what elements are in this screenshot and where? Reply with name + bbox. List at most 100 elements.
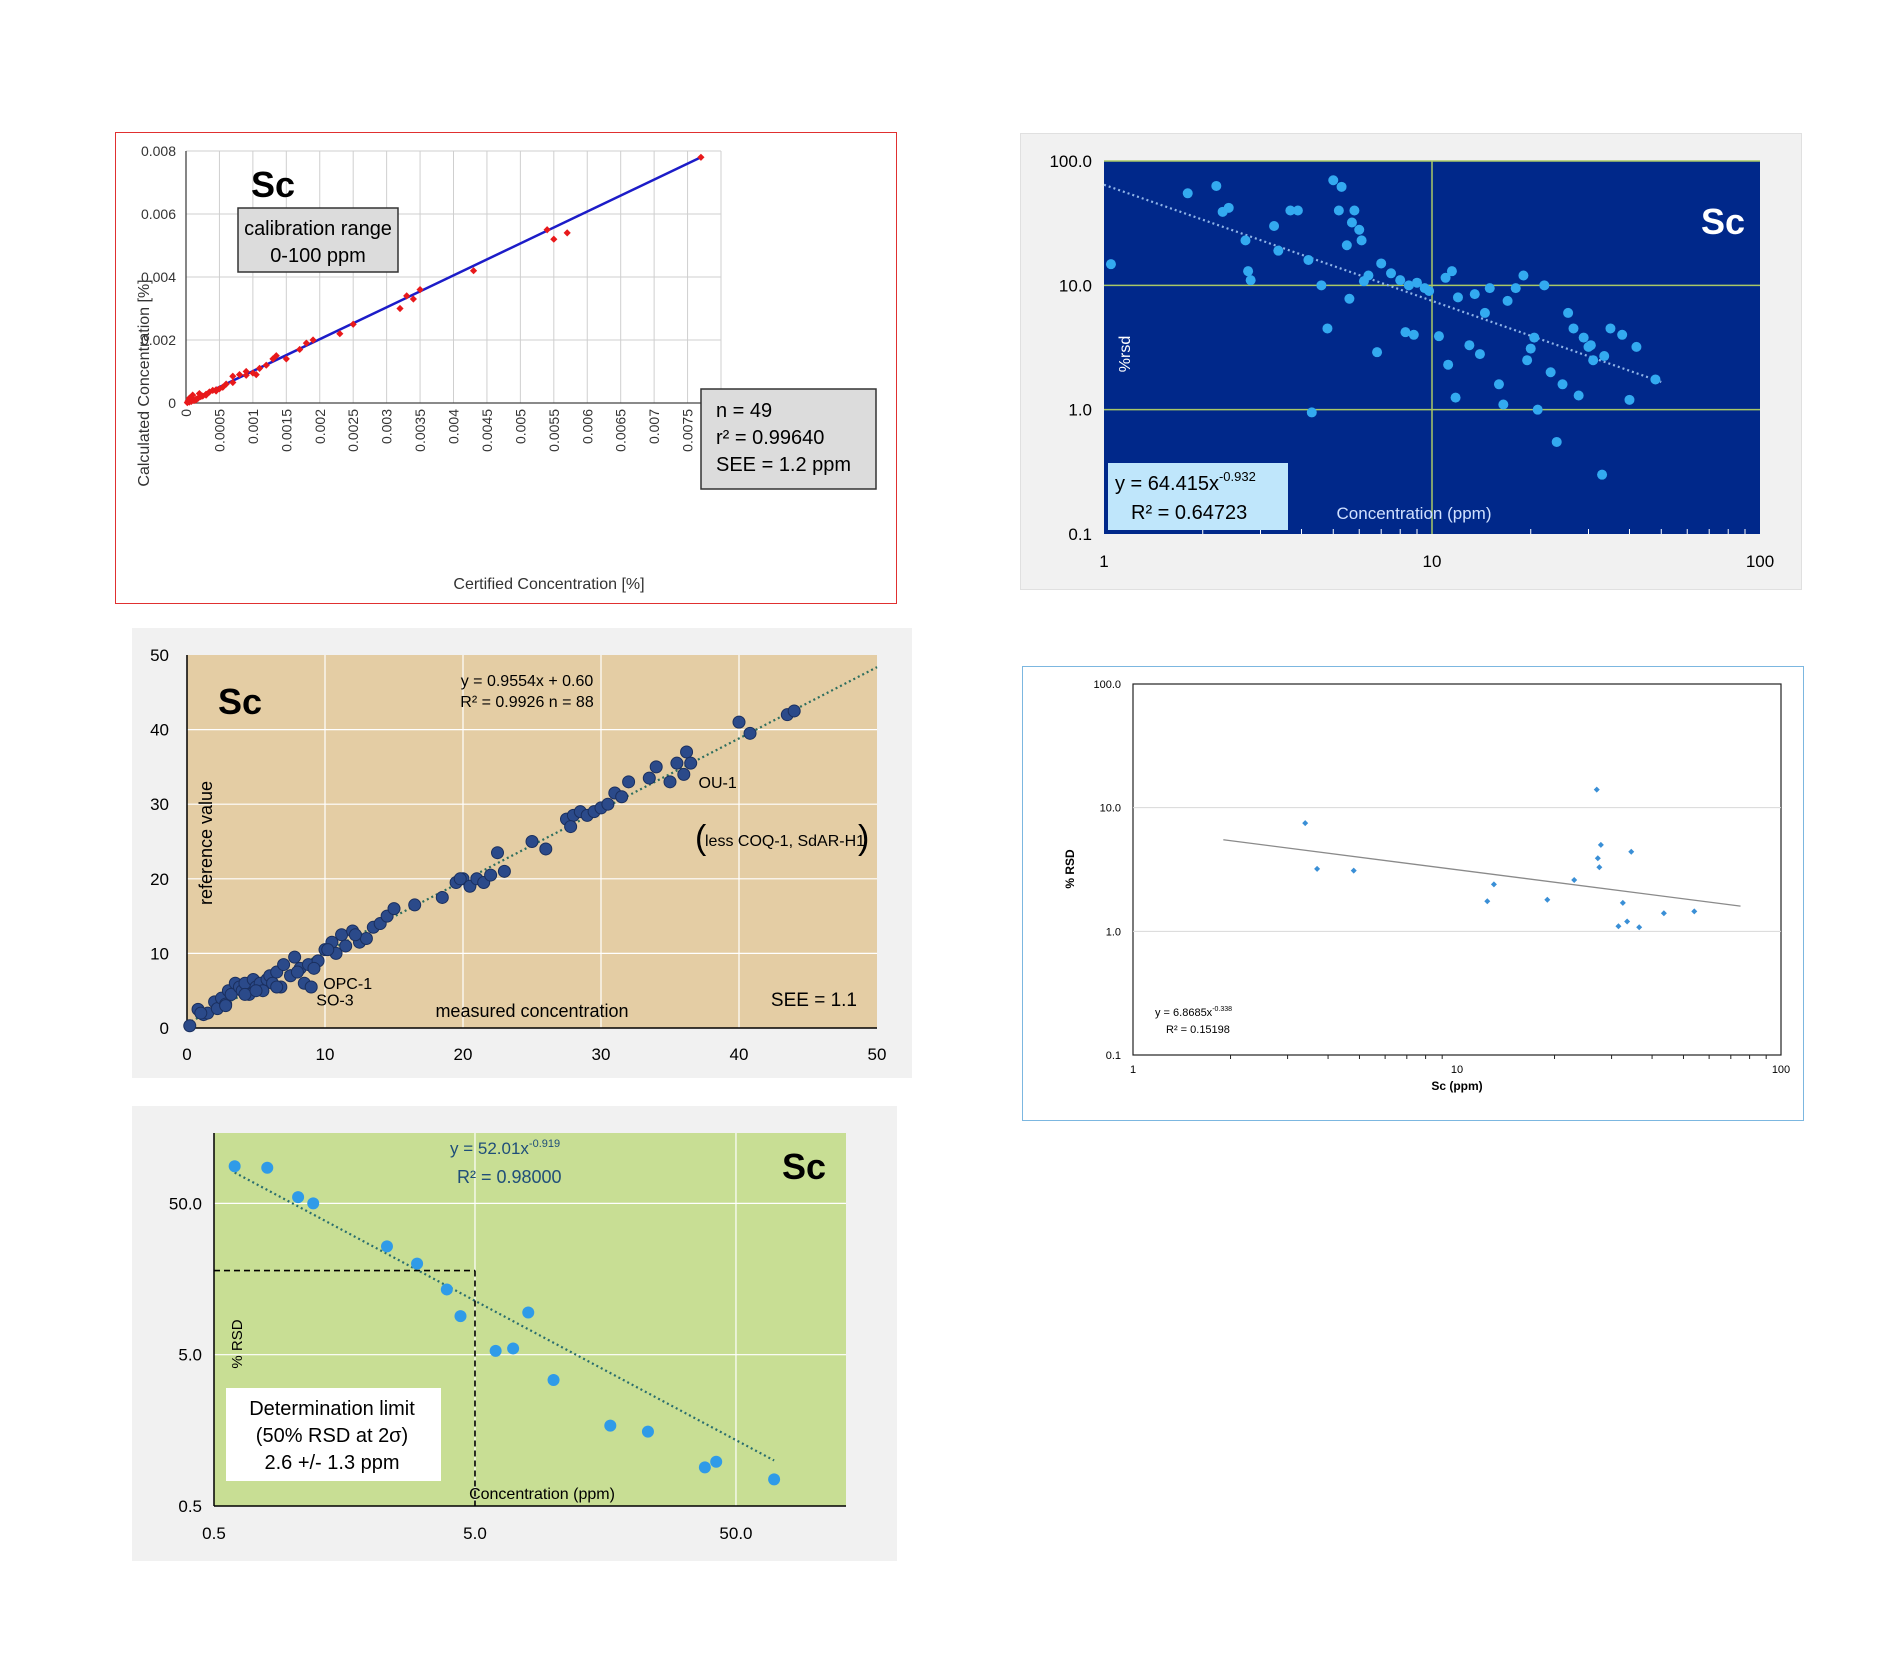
x-axis-label: Concentration (ppm) xyxy=(469,1486,615,1503)
data-point xyxy=(219,999,233,1013)
y-tick-label: 10 xyxy=(150,944,169,963)
data-point xyxy=(1211,180,1222,191)
x-tick-label: 0.0015 xyxy=(278,409,294,452)
y-axis-label: reference value xyxy=(196,781,216,905)
determination-line1: Determination limit xyxy=(249,1398,415,1420)
data-point xyxy=(547,1374,560,1387)
data-point xyxy=(1464,340,1475,351)
x-tick-label: 0.001 xyxy=(245,409,261,444)
data-point xyxy=(1484,898,1491,905)
data-point xyxy=(229,378,237,387)
data-point xyxy=(1316,280,1327,291)
data-point xyxy=(698,1461,711,1474)
data-point xyxy=(1333,205,1344,216)
data-point xyxy=(697,153,705,161)
data-point xyxy=(1493,379,1504,390)
data-point xyxy=(604,1419,617,1432)
x-tick-label: 0.004 xyxy=(446,409,462,444)
y-tick-labels: 50.0 5.0 0.5 xyxy=(169,1194,202,1516)
y-tick-label: 30 xyxy=(150,795,169,814)
data-point xyxy=(1356,235,1367,246)
data-point xyxy=(622,775,636,789)
data-point xyxy=(1660,910,1667,917)
equation-exponent: -0.338 xyxy=(1212,1006,1232,1013)
data-point xyxy=(522,1306,535,1319)
data-point xyxy=(1599,351,1610,362)
data-point xyxy=(1479,307,1490,318)
y-tick-label: 0.1 xyxy=(1106,1050,1121,1062)
data-point xyxy=(453,872,467,886)
y-tick-label: 0.5 xyxy=(178,1497,202,1516)
chart-title: Sc xyxy=(218,681,262,722)
x-tick-label: 1 xyxy=(1099,552,1108,571)
x-tick-label: 50 xyxy=(868,1045,887,1064)
data-point xyxy=(543,226,551,234)
data-point xyxy=(1376,258,1387,269)
equation-base: y = 6.8685x xyxy=(1155,1007,1213,1019)
data-point xyxy=(1691,908,1698,915)
data-point xyxy=(1551,436,1562,447)
data-point xyxy=(307,1197,320,1210)
data-point xyxy=(1346,217,1357,228)
data-point xyxy=(249,984,263,998)
data-point xyxy=(484,868,498,882)
x-tick-label: 0.0035 xyxy=(412,409,428,452)
y-tick-label: 0 xyxy=(168,395,176,411)
chart-rsd-blue-panel: 1 10 100 100.0 10.0 1.0 0.1 Sc %rsd Concentra… xyxy=(1020,133,1802,590)
data-point xyxy=(1557,379,1568,390)
data-point xyxy=(1597,469,1608,480)
data-point xyxy=(321,943,335,957)
data-point xyxy=(215,385,224,393)
x-axis-label: Certified Concentration [%] xyxy=(453,576,644,593)
y-axis-label: %rsd xyxy=(1117,336,1134,372)
data-point xyxy=(743,726,757,740)
x-tick-label: 1 xyxy=(1130,1064,1136,1076)
data-point xyxy=(296,345,304,354)
data-point xyxy=(768,1473,781,1486)
chart-title: Sc xyxy=(251,164,295,205)
equation-exponent: -0.919 xyxy=(529,1138,560,1150)
data-point xyxy=(307,961,321,975)
data-point xyxy=(380,1240,393,1253)
data-point xyxy=(1588,355,1599,366)
data-point xyxy=(1544,896,1551,903)
data-point xyxy=(1223,202,1234,213)
point-label: OU-1 xyxy=(699,775,737,792)
data-point xyxy=(1105,259,1116,270)
data-point xyxy=(732,715,746,729)
determination-box xyxy=(226,1388,441,1481)
data-point xyxy=(339,939,353,953)
x-axis-label: Concentration (ppm) xyxy=(1337,504,1492,523)
y-tick-label: 40 xyxy=(150,721,169,740)
trend-line-group xyxy=(1223,839,1741,907)
data-point xyxy=(489,1344,502,1357)
data-point xyxy=(396,304,404,313)
equation-exponent: -0.932 xyxy=(1219,469,1256,484)
x-tick-label: 10 xyxy=(316,1045,335,1064)
equation: y = 64.415x-0.932 xyxy=(1115,469,1256,495)
data-point xyxy=(1408,329,1419,340)
chart-calibration: 0 0.0005 0.001 0.0015 0.002 0.0025 0.003 0.0035… xyxy=(136,143,877,593)
x-tick-label: 10 xyxy=(1423,552,1442,571)
data-point xyxy=(1469,289,1480,300)
data-point xyxy=(1424,286,1435,297)
data-point xyxy=(469,267,478,275)
y-tick-label: 1.0 xyxy=(1068,401,1092,420)
y-axis-label: % RSD xyxy=(1063,849,1077,889)
data-point xyxy=(222,380,230,388)
data-point xyxy=(1529,332,1540,343)
trend-line xyxy=(1223,839,1741,907)
data-point xyxy=(1510,283,1521,294)
data-point xyxy=(1243,266,1254,277)
data-point xyxy=(1440,272,1451,283)
data-point xyxy=(680,745,694,759)
chart-determination: 0.5 5.0 50.0 50.0 5.0 0.5 Sc y = 52.01x-0.91… xyxy=(169,1133,846,1543)
x-tick-label: 0.005 xyxy=(512,409,528,444)
data-point xyxy=(1245,275,1256,286)
data-point xyxy=(411,1257,424,1270)
r-squared: R² = 0.98000 xyxy=(457,1167,562,1187)
data-point xyxy=(1631,341,1642,352)
note-label: less COQ-1, SdAR-H1 xyxy=(705,833,865,850)
y-tick-label: 1.0 xyxy=(1106,926,1121,938)
data-point xyxy=(349,320,357,328)
